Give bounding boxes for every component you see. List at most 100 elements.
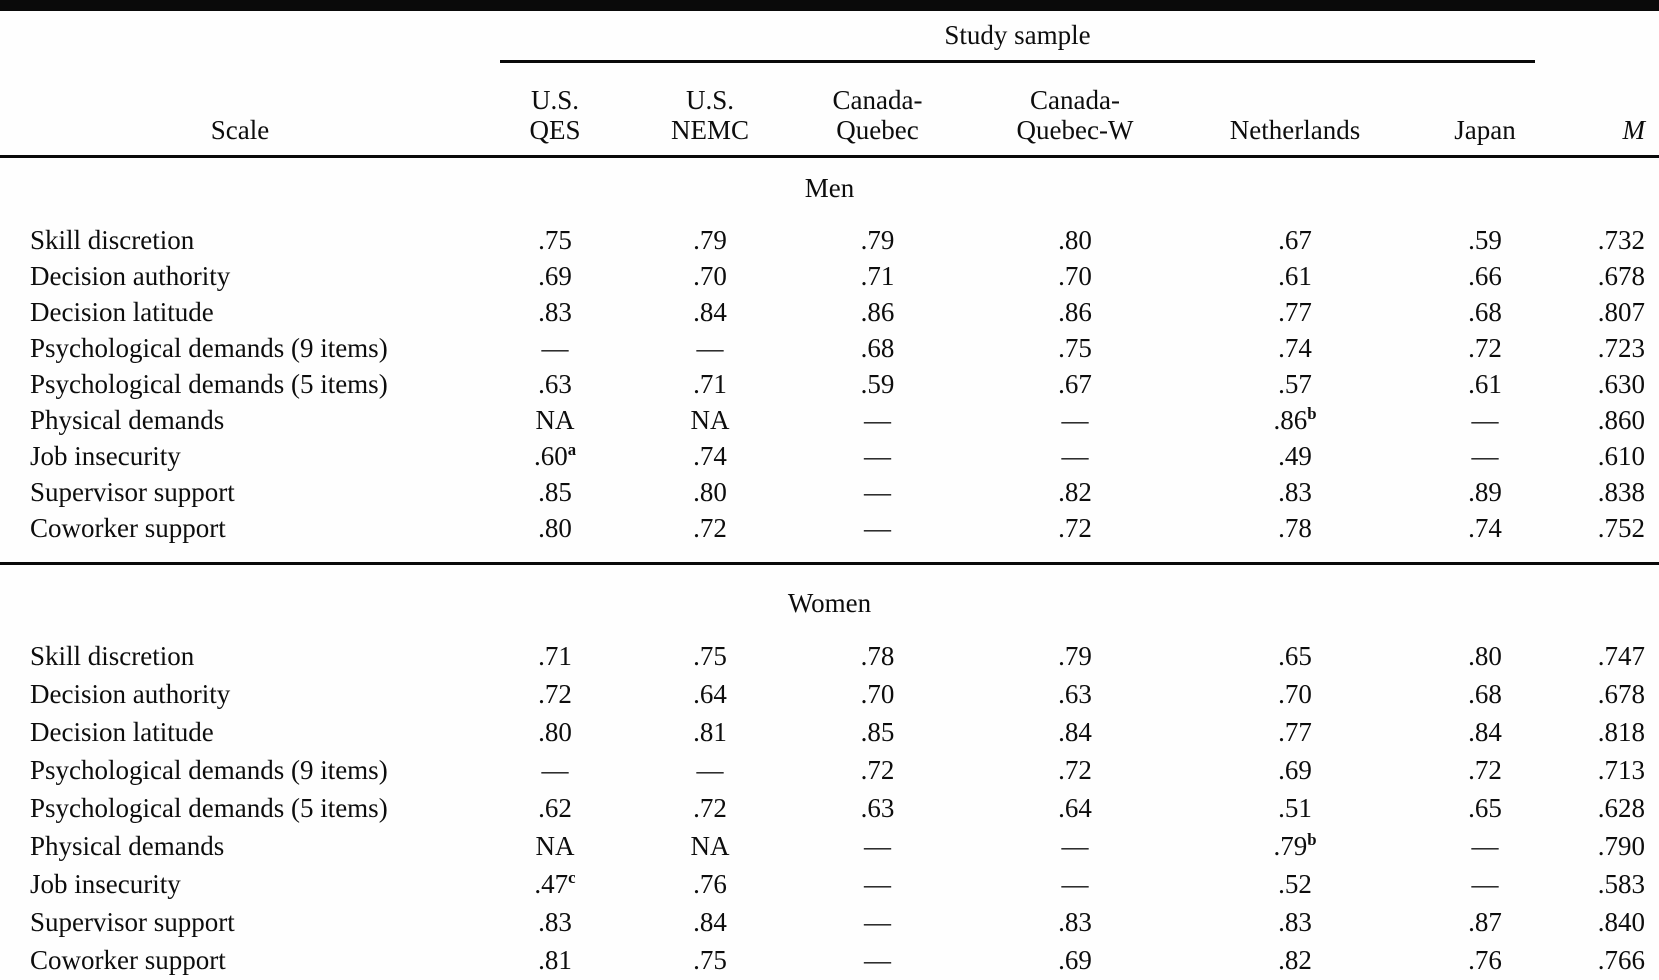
cell-value: NA	[535, 405, 575, 435]
header-bottom-rule	[0, 155, 1659, 158]
spanner-spacer-left	[0, 11, 480, 63]
cell-value: .80	[538, 717, 572, 747]
section-title-men: Men	[804, 173, 855, 203]
cell-value: .68	[860, 333, 895, 363]
cell-value: .86b	[1273, 404, 1317, 435]
cell-mean-value: .628	[1597, 793, 1645, 823]
cell-value: .74	[1468, 513, 1502, 543]
row-scale-label: Decision authority	[30, 261, 231, 291]
cell-value: .77	[1278, 297, 1312, 327]
cell-value: .66	[1468, 261, 1502, 291]
cell-value: .65	[1278, 641, 1312, 671]
cell-value: .72	[1058, 513, 1092, 543]
cell-value: .80	[1058, 225, 1092, 255]
row-scale-label: Physical demands	[30, 831, 225, 861]
cell-mean-value: .838	[1597, 477, 1645, 507]
cell-value: .59	[1468, 225, 1502, 255]
cell-value: .84	[1058, 717, 1092, 747]
row-scale-label: Skill discretion	[30, 641, 195, 671]
cell-value: —	[541, 333, 569, 363]
cell-mean-value: .713	[1597, 755, 1645, 785]
cell-value: .83	[1278, 907, 1312, 937]
cell-value: .82	[1278, 945, 1312, 975]
spanner-header-row: Study sample	[0, 11, 1659, 63]
cell-value: .84	[693, 907, 727, 937]
cell-value: .72	[693, 793, 727, 823]
row-scale-label: Decision latitude	[30, 717, 214, 747]
cell-value: —	[864, 513, 891, 543]
cell-value: .83	[1278, 477, 1312, 507]
cell-mean-value: .610	[1597, 441, 1645, 471]
cell-value: .63	[1058, 679, 1092, 709]
column-header-netherlands: Netherlands	[1229, 115, 1361, 145]
cell-value: .61	[1468, 369, 1502, 399]
spanner-spacer-right	[1565, 11, 1659, 63]
cell-value: .83	[538, 297, 572, 327]
column-header-canada-quebec: Canada- Quebec	[832, 85, 923, 145]
cell-value: .78	[860, 641, 895, 671]
cell-value: —	[541, 755, 569, 785]
cell-value: .86	[1058, 297, 1092, 327]
cell-value: .68	[1468, 297, 1502, 327]
cell-value: .68	[1468, 679, 1502, 709]
cell-value: .64	[693, 679, 727, 709]
cell-value: .79	[693, 225, 727, 255]
cell-value: .84	[1468, 717, 1502, 747]
cell-value: .70	[1278, 679, 1312, 709]
cell-value: .64	[1058, 793, 1092, 823]
column-header-row: Scale U.S. QES U.S. NEMC Canada- Quebec …	[0, 63, 1659, 155]
table-top-rule	[0, 0, 1659, 11]
cell-value: .85	[538, 477, 572, 507]
cell-value: .63	[538, 369, 572, 399]
cell-value: .69	[1278, 755, 1312, 785]
cell-value: .52	[1278, 869, 1312, 899]
row-scale-label: Psychological demands (9 items)	[30, 755, 388, 785]
row-scale-label: Supervisor support	[30, 477, 235, 507]
footnote-marker: b	[1307, 830, 1317, 849]
cell-value: .81	[693, 717, 727, 747]
cell-value: .75	[1058, 333, 1092, 363]
cell-value: .63	[860, 793, 895, 823]
cell-value: .67	[1278, 225, 1312, 255]
cell-mean-value: .678	[1597, 261, 1645, 291]
cell-value: .75	[538, 225, 572, 255]
row-scale-label: Psychological demands (9 items)	[30, 333, 388, 363]
cell-value: —	[1061, 831, 1089, 861]
cell-value: .71	[693, 369, 727, 399]
cell-value: .70	[1058, 261, 1092, 291]
cell-value: .67	[1058, 369, 1092, 399]
row-scale-label: Supervisor support	[30, 907, 235, 937]
footnote-marker: b	[1307, 404, 1317, 423]
cell-value: .85	[860, 717, 895, 747]
cell-value: —	[864, 477, 891, 507]
footnote-marker: c	[568, 868, 576, 887]
cell-value: .70	[860, 679, 895, 709]
cell-value: .86	[860, 297, 895, 327]
cell-value: .72	[693, 513, 727, 543]
cell-value: .77	[1278, 717, 1312, 747]
cell-value: .71	[860, 261, 895, 291]
cell-value: .60a	[533, 440, 577, 471]
cell-mean-value: .747	[1597, 641, 1645, 671]
cell-mean-value: .818	[1597, 717, 1645, 747]
study-sample-spanner: Study sample	[500, 11, 1535, 63]
cell-value: .84	[693, 297, 727, 327]
cell-value: .89	[1468, 477, 1502, 507]
row-scale-label: Psychological demands (5 items)	[30, 793, 388, 823]
cell-value: .57	[1278, 369, 1312, 399]
cell-value: .80	[538, 513, 572, 543]
row-scale-label: Coworker support	[30, 945, 226, 975]
row-scale-label: Job insecurity	[30, 869, 181, 899]
cell-value: .72	[860, 755, 895, 785]
cell-value: .70	[693, 261, 727, 291]
study-sample-label: Study sample	[944, 20, 1091, 50]
cell-value: .83	[1058, 907, 1092, 937]
row-scale-label: Job insecurity	[30, 441, 181, 471]
section-title-women: Women	[787, 588, 872, 618]
cell-value: —	[1471, 869, 1499, 899]
cell-value: NA	[690, 831, 730, 861]
cell-value: .82	[1058, 477, 1092, 507]
cell-mean-value: .678	[1597, 679, 1645, 709]
cell-value: .76	[1468, 945, 1502, 975]
cell-value: —	[696, 755, 724, 785]
